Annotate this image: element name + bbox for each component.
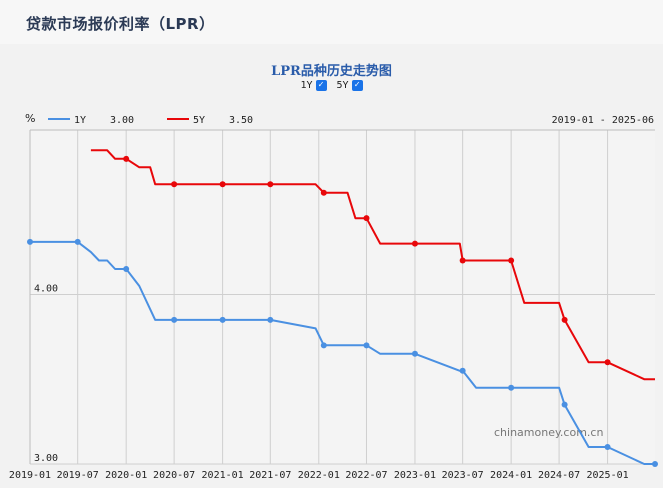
data-point-5y — [508, 257, 515, 264]
x-tick-label: 2020-07 — [153, 470, 195, 481]
x-tick-label: 2021-07 — [249, 470, 291, 481]
x-tick-label: 2024-07 — [538, 470, 580, 481]
data-point-1y — [363, 342, 370, 349]
legend-series-value: 3.00 — [110, 115, 134, 126]
data-point-5y — [411, 240, 418, 247]
x-tick-label: 2021-01 — [202, 470, 244, 481]
data-point-1y — [267, 316, 274, 323]
data-point-1y — [561, 401, 568, 408]
toggle-1y[interactable]: 1Y ✓ — [300, 80, 327, 91]
legend-series-name: 5Y — [193, 115, 205, 126]
x-tick-label: 2024-01 — [490, 470, 532, 481]
toggle-5y-label: 5Y — [336, 80, 349, 91]
data-point-5y — [267, 181, 274, 188]
data-point-1y — [508, 384, 515, 391]
series-toggles: 1Y ✓ 5Y ✓ — [0, 80, 663, 91]
chart-title: LPR品种历史走势图 — [271, 64, 392, 79]
toggle-5y-checkbox[interactable]: ✓ — [351, 80, 363, 91]
legend-series-name: 1Y — [74, 115, 86, 126]
x-tick-label: 2023-07 — [442, 470, 484, 481]
series-line-5y — [90, 149, 655, 381]
x-tick-label: 2019-07 — [57, 470, 99, 481]
page-title: 贷款市场报价利率（LPR） — [26, 15, 215, 33]
legend-series-value: 3.50 — [229, 115, 253, 126]
page-header: 贷款市场报价利率（LPR） — [0, 0, 663, 44]
data-point-5y — [219, 181, 226, 188]
data-point-1y — [320, 342, 327, 349]
data-point-1y — [411, 350, 418, 357]
date-range-label: 2019-01 - 2025-06 — [552, 115, 654, 126]
y-unit-label: % — [25, 112, 35, 125]
x-tick-label: 2022-07 — [345, 470, 387, 481]
data-point-1y — [604, 444, 611, 451]
data-point-1y — [123, 266, 130, 273]
data-point-5y — [561, 316, 568, 323]
data-point-5y — [171, 181, 178, 188]
toggle-1y-label: 1Y — [300, 80, 313, 91]
toggle-5y[interactable]: 5Y ✓ — [337, 80, 363, 91]
data-point-5y — [363, 215, 370, 222]
y-tick-label: 3.00 — [34, 453, 58, 464]
data-point-1y — [652, 461, 658, 467]
watermark-text: chinamoney.com.cn — [494, 426, 603, 439]
y-tick-label: 4.00 — [34, 283, 58, 294]
data-point-1y — [74, 238, 81, 245]
toggle-1y-checkbox[interactable]: ✓ — [315, 80, 327, 91]
data-point-5y — [604, 359, 611, 366]
x-tick-label: 2019-01 — [9, 470, 51, 481]
data-point-5y — [459, 257, 466, 264]
data-point-1y — [171, 316, 178, 323]
data-point-1y — [459, 367, 466, 374]
data-point-5y — [123, 155, 130, 162]
x-tick-label: 2022-01 — [298, 470, 340, 481]
data-point-1y — [27, 238, 33, 245]
x-tick-label: 2020-01 — [105, 470, 147, 481]
data-point-1y — [219, 316, 226, 323]
data-point-5y — [320, 189, 327, 196]
x-tick-label: 2025-01 — [586, 470, 628, 481]
x-tick-label: 2023-01 — [394, 470, 436, 481]
plot-area — [30, 130, 655, 464]
